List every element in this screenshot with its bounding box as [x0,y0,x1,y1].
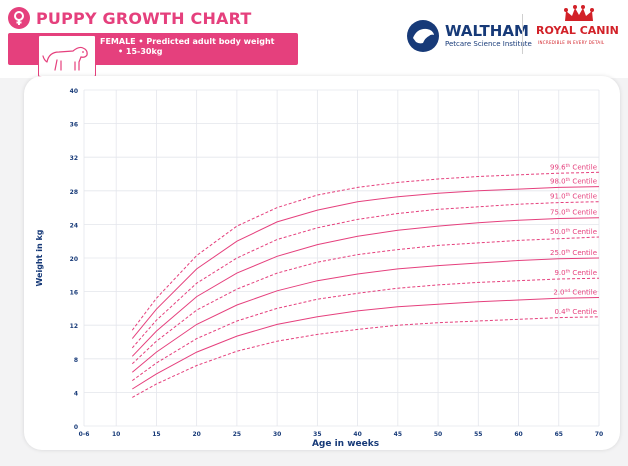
centile-line-6 [132,277,600,382]
centile-line-8 [132,316,600,398]
x-tick-label: 40 [353,431,361,438]
centile-label: 0.4th Centile [554,307,597,316]
centile-line-5 [131,257,600,373]
centile-line-0 [131,171,600,331]
centile-label: 91.0th Centile [550,192,597,201]
page-title: PUPPY GROWTH CHART [36,8,252,28]
growth-chart: 0 4 8 12 16 20 24 28 32 36 40 0-6 10 15 20 25 30 35 40 45 50… [35,88,603,449]
x-tick-label: 10 [112,431,120,438]
x-tick-label: 25 [233,431,241,438]
centile-label: 9.0th Centile [554,269,597,278]
y-tick-label: 24 [70,222,78,229]
x-tick-label: 20 [192,431,200,438]
x-tick-label: 30 [273,431,281,438]
x-tick-label: 35 [313,431,321,438]
y-tick-label: 40 [70,88,78,95]
female-symbol-icon [8,7,30,29]
centile-label: 98.0th Centile [550,177,597,186]
y-tick-label: 4 [74,390,78,397]
y-tick-label: 12 [70,323,78,330]
centile-line-1 [131,186,600,339]
centile-label: 50.0th Centile [550,228,597,237]
y-tick-label: 28 [70,189,78,196]
logo-divider [522,14,523,54]
centile-label: 75.0th Centile [550,208,597,217]
y-axis-title: Weight in kg [35,229,44,286]
centile-label: 2.0nd Centile [553,288,597,297]
subtitle-line-2: • 15-30kg [118,47,163,56]
y-tick-label: 20 [70,256,78,263]
chart-card: 0 4 8 12 16 20 24 28 32 36 40 0-6 10 15 20 25 30 35 40 45 50… [24,76,620,450]
x-tick-label: 65 [555,431,563,438]
x-tick-label: 50 [434,431,442,438]
y-tick-label: 0 [74,424,78,431]
centile-label: 25.0th Centile [550,249,597,258]
waltham-subtitle: Petcare Science Institute [445,40,532,48]
centile-line-4 [131,236,600,365]
x-tick-label: 60 [514,431,522,438]
y-tick-label: 8 [74,357,78,364]
x-tick-label: 55 [474,431,482,438]
x-tick-label: 0-6 [79,431,90,438]
royal-canin-tagline: INCREDIBLE IN EVERY DETAIL [538,40,605,45]
y-tick-label: 32 [70,155,78,162]
waltham-dog-icon [407,20,439,52]
waltham-name: WALTHAM [445,22,529,40]
subtitle-line-1: FEMALE • Predicted adult body weight [100,37,275,46]
centile-line-2 [131,201,600,349]
x-tick-label: 70 [595,431,603,438]
y-tick-label: 36 [70,122,78,129]
centile-label: 99.6th Centile [550,163,597,172]
x-axis-title: Age in weeks [312,439,379,449]
title-row: PUPPY GROWTH CHART [8,4,252,32]
y-tick-label: 16 [70,290,78,297]
waltham-logo: WALTHAM Petcare Science Institute [405,16,532,56]
puppy-illustration [38,35,96,77]
centile-line-7 [132,297,600,390]
royal-canin-name: ROYAL CANIN [536,24,619,37]
x-tick-label: 45 [394,431,402,438]
x-tick-label: 15 [152,431,160,438]
royal-canin-crown-icon [564,5,594,21]
centile-line-3 [131,217,600,357]
subtitle: FEMALE • Predicted adult body weight • 1… [100,37,290,57]
